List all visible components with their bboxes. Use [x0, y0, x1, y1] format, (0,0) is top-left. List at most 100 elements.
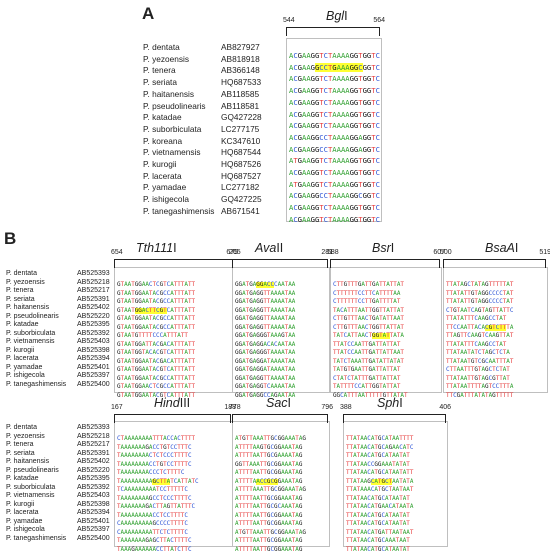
base: A: [340, 97, 346, 107]
base: T: [173, 461, 178, 468]
species-name: P. katadae: [6, 321, 39, 328]
base: T: [446, 384, 450, 390]
base: A: [336, 307, 341, 314]
species-name: P. haitanensis: [6, 304, 50, 311]
base: T: [191, 341, 196, 348]
base: T: [242, 504, 246, 510]
base: A: [274, 316, 278, 322]
base: G: [302, 487, 306, 493]
base: G: [366, 121, 372, 131]
sequence-row: ACGAAGGTCTAAAAGGTGGTC: [289, 43, 380, 62]
base: T: [173, 282, 178, 288]
base: G: [249, 316, 253, 322]
base: G: [249, 367, 253, 373]
base: T: [358, 86, 363, 96]
base: T: [245, 392, 250, 399]
base: T: [406, 504, 410, 510]
base: G: [242, 436, 246, 442]
base: A: [345, 51, 350, 60]
base: A: [375, 316, 380, 322]
base: G: [368, 350, 373, 356]
range-start: 778: [229, 404, 241, 411]
base: G: [343, 316, 348, 322]
base: G: [117, 316, 121, 322]
base: A: [131, 487, 135, 493]
base: C: [156, 453, 160, 459]
base: T: [245, 521, 250, 527]
sequence-box: ACGAAGGTCTAAAAGGTGGTC ACGAAGGCCTGAAAGGCGG…: [286, 38, 382, 224]
base: T: [184, 495, 188, 502]
base: T: [266, 299, 271, 305]
base: G: [366, 51, 372, 60]
base: G: [235, 282, 239, 288]
base: A: [345, 132, 350, 142]
base: T: [354, 333, 358, 339]
base: A: [256, 470, 260, 476]
accession-number: AB525218: [77, 432, 110, 440]
base: T: [177, 367, 181, 373]
base: A: [291, 316, 296, 322]
base: C: [323, 191, 328, 201]
base: G: [249, 307, 253, 314]
base: T: [470, 316, 475, 322]
base: A: [288, 367, 292, 373]
base: A: [354, 350, 358, 356]
base: G: [368, 341, 373, 348]
species-name: P. koreana: [143, 135, 183, 146]
base: T: [388, 529, 393, 536]
base: T: [291, 453, 296, 459]
sequence-row: ACGAAGGTCTAAAAGGTGGTC: [289, 102, 380, 121]
base: A: [395, 470, 400, 476]
base: A: [392, 453, 396, 459]
base: C: [293, 191, 298, 201]
base: A: [127, 453, 132, 459]
base: T: [187, 392, 192, 399]
base: A: [124, 341, 128, 348]
base: C: [485, 333, 489, 339]
base: T: [400, 350, 404, 356]
base: C: [446, 307, 450, 314]
base: T: [245, 529, 250, 536]
base: C: [259, 478, 264, 485]
base: A: [353, 436, 357, 442]
base: G: [256, 307, 260, 314]
base: A: [363, 436, 368, 442]
panel-a-label: A: [142, 4, 155, 23]
base: T: [245, 384, 250, 390]
base: A: [289, 168, 294, 177]
enzyme-name: Tth111I: [136, 241, 177, 255]
range-start: 500: [440, 249, 452, 256]
base: A: [289, 179, 294, 189]
base: T: [187, 367, 192, 373]
base: G: [256, 341, 260, 348]
accession-number: AB525402: [77, 304, 110, 311]
base: G: [138, 282, 142, 288]
base: T: [163, 529, 167, 536]
base: G: [235, 299, 239, 305]
base: T: [180, 495, 185, 502]
base: T: [184, 436, 188, 442]
base: A: [141, 341, 146, 348]
base: A: [332, 144, 337, 154]
base: G: [159, 299, 164, 305]
base: A: [270, 392, 275, 399]
base: A: [375, 282, 380, 288]
base: T: [180, 324, 185, 331]
sequence-row: TTATAAGCATGCTAATATA: [346, 468, 413, 487]
base: T: [349, 504, 354, 510]
base: C: [488, 316, 493, 322]
base: T: [406, 436, 410, 442]
base: G: [138, 324, 142, 331]
base: A: [145, 521, 149, 527]
base: A: [120, 461, 125, 468]
base: A: [131, 470, 135, 476]
base: A: [460, 316, 464, 322]
base: A: [340, 214, 346, 224]
base: T: [242, 521, 246, 527]
base: T: [356, 470, 361, 476]
base: A: [124, 299, 128, 305]
base: T: [259, 538, 264, 544]
base: C: [367, 538, 371, 544]
base: T: [266, 333, 271, 339]
base: T: [349, 521, 354, 527]
